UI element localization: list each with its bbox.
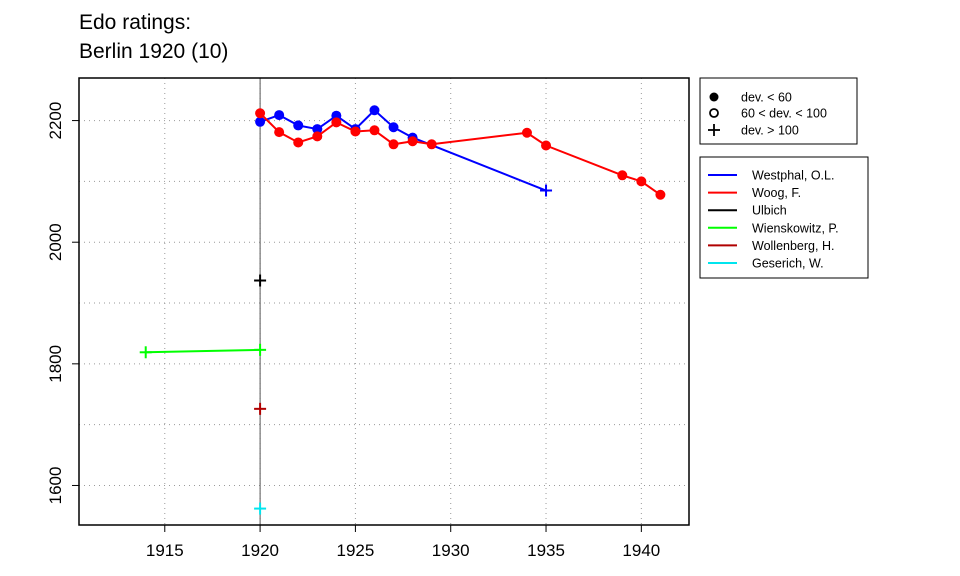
- data-point: [139, 346, 152, 359]
- legend-entry-label: Ulbich: [752, 204, 787, 218]
- symbol-legend: dev. < 60 60 < dev. < 100 dev. > 100: [699, 77, 858, 145]
- x-tick-label: 1935: [527, 541, 565, 560]
- y-tick-label: 1800: [46, 345, 65, 383]
- data-point: [540, 184, 553, 197]
- data-point: [369, 105, 380, 116]
- data-point: [254, 343, 267, 356]
- symbol-legend-label: dev. < 60: [741, 91, 792, 105]
- data-point: [293, 137, 304, 148]
- y-tick-label: 1600: [46, 467, 65, 505]
- data-point: [312, 124, 323, 135]
- series-0: [255, 105, 553, 197]
- legend-entry-label: Westphal, O.L.: [752, 169, 834, 183]
- data-point: [350, 126, 361, 137]
- data-point: [255, 116, 266, 127]
- symbol-legend-label: 60 < dev. < 100: [741, 107, 827, 121]
- data-point: [293, 120, 304, 131]
- data-point: [407, 136, 418, 147]
- data-point: [541, 140, 552, 151]
- chart-title-line-1: Edo ratings:: [79, 11, 192, 34]
- data-point: [388, 122, 399, 133]
- series-4: [254, 402, 267, 415]
- data-point: [274, 110, 285, 121]
- chart-title: Edo ratings: Berlin 1920 (10): [79, 8, 228, 66]
- data-point: [312, 131, 323, 142]
- y-tick-label: 2200: [46, 102, 65, 140]
- data-point: [426, 139, 437, 150]
- data-point: [331, 117, 342, 128]
- legend-entry-label: Geserich, W.: [752, 257, 824, 271]
- x-axis: 1915 1920 1925 1930 1935 1940: [146, 525, 660, 560]
- data-point: [655, 189, 666, 200]
- data-point: [274, 127, 285, 138]
- data-point: [255, 108, 266, 119]
- series-line: [145, 348, 261, 354]
- x-tick-label: 1940: [622, 541, 660, 560]
- open-circle-icon: [709, 108, 719, 118]
- series-layer: [139, 105, 666, 515]
- data-point: [369, 125, 380, 136]
- x-tick-label: 1920: [241, 541, 279, 560]
- data-point: [254, 502, 267, 515]
- data-point: [254, 274, 267, 287]
- series-line: [259, 108, 547, 192]
- series-5: [254, 502, 267, 515]
- data-point: [636, 176, 647, 187]
- y-axis: 1600 1800 2000 2200: [46, 102, 79, 505]
- data-point: [521, 127, 532, 138]
- x-tick-label: 1915: [146, 541, 184, 560]
- symbol-legend-label: dev. > 100: [741, 124, 799, 138]
- filled-circle-icon: [709, 92, 719, 102]
- x-tick-label: 1930: [432, 541, 470, 560]
- plus-icon: [708, 124, 720, 136]
- series-legend-box: [699, 156, 869, 279]
- series-1: [255, 108, 666, 200]
- grid-lines: [79, 78, 689, 525]
- plot-frame: [78, 77, 690, 526]
- chart-title-line-2: Berlin 1920 (10): [79, 40, 229, 63]
- x-tick-label: 1925: [336, 541, 374, 560]
- series-legend: Westphal, O.L. Woog, F. Ulbich Wienskowitz,…: [699, 156, 869, 279]
- legend-entry-label: Wienskowitz, P.: [752, 221, 839, 235]
- series-3: [139, 343, 267, 359]
- y-tick-label: 2000: [46, 223, 65, 261]
- legend-entry-label: Woog, F.: [752, 186, 801, 200]
- symbol-legend-box: [699, 77, 858, 145]
- series-2: [254, 274, 267, 287]
- data-point: [617, 170, 628, 181]
- data-point: [254, 402, 267, 415]
- legend-entry-label: Wollenberg, H.: [752, 239, 834, 253]
- data-point: [388, 139, 399, 150]
